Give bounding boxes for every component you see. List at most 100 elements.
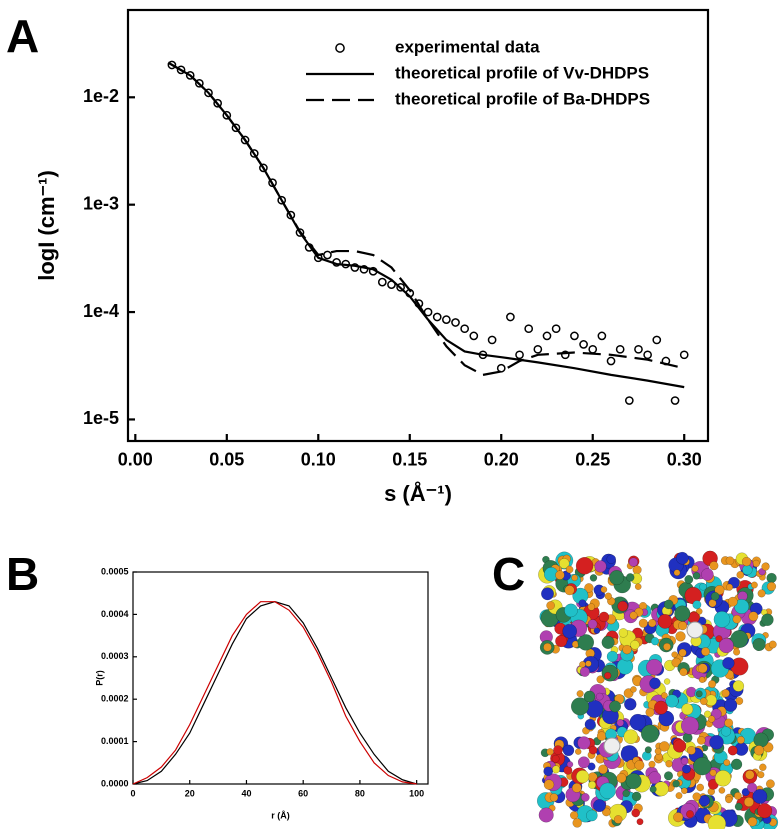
curve — [132, 601, 417, 785]
atom — [580, 793, 590, 802]
atom — [665, 760, 673, 768]
atom — [709, 769, 717, 777]
atom — [720, 726, 732, 737]
atom — [680, 716, 700, 735]
y-tick-label: 1e-4 — [83, 301, 119, 321]
data-point — [634, 344, 643, 354]
atom — [578, 599, 587, 608]
y-tick-label: 0.0005 — [101, 566, 129, 576]
atom — [752, 637, 766, 652]
atom — [682, 764, 691, 774]
data-point — [176, 65, 186, 75]
x-tick-label: 0.20 — [484, 450, 519, 470]
atom — [638, 618, 648, 628]
atom — [648, 618, 657, 628]
atom — [752, 788, 768, 804]
atom — [708, 680, 717, 689]
data-point — [277, 195, 287, 205]
data-point — [240, 135, 250, 145]
atom — [572, 818, 582, 828]
atom — [757, 771, 765, 779]
data-point — [515, 350, 524, 360]
atom — [593, 627, 601, 634]
atom — [584, 583, 594, 593]
atom — [724, 718, 734, 728]
atom — [699, 697, 708, 706]
atom — [686, 745, 696, 755]
atom — [565, 565, 574, 574]
atom — [551, 765, 561, 774]
x-axis-label: r (Å) — [271, 810, 290, 820]
atom — [566, 761, 574, 768]
y-tick-label: 1e-5 — [83, 408, 119, 428]
atom — [692, 600, 702, 610]
y-tick-label: 1e-2 — [83, 86, 119, 106]
y-tick-label: 0.0001 — [101, 736, 129, 746]
atom — [733, 648, 741, 656]
atom — [679, 667, 688, 677]
atom — [718, 787, 726, 794]
atom — [735, 697, 744, 705]
atom — [549, 793, 559, 802]
y-axis-label: logI (cm⁻¹) — [34, 170, 59, 281]
x-tick-label: 0.30 — [667, 450, 702, 470]
panel-label: B — [6, 548, 39, 600]
atom — [748, 611, 759, 622]
data-point — [268, 178, 277, 188]
atom — [640, 724, 660, 743]
atom — [575, 557, 594, 575]
atom — [634, 583, 642, 591]
atom — [659, 741, 670, 752]
atom — [675, 631, 686, 642]
atom — [674, 605, 691, 622]
atom — [721, 689, 730, 698]
data-point — [551, 324, 561, 334]
atom — [654, 747, 662, 755]
atom — [604, 671, 612, 680]
atom — [734, 598, 750, 615]
atom — [585, 809, 598, 822]
data-point — [286, 210, 296, 220]
atom — [629, 611, 638, 620]
atom — [742, 564, 753, 576]
atom — [555, 570, 565, 580]
atom — [759, 763, 767, 772]
atom — [603, 737, 621, 755]
data-point — [652, 335, 662, 345]
atom — [671, 651, 678, 658]
data-point — [670, 396, 680, 405]
atom — [747, 782, 758, 793]
y-tick-label: 0.0000 — [101, 778, 129, 788]
atom — [701, 647, 710, 657]
data-point — [588, 344, 598, 354]
panel-label: A — [6, 10, 39, 62]
data-point — [679, 350, 689, 360]
legend-label: experimental data — [395, 37, 540, 56]
atom — [673, 569, 681, 577]
atom — [634, 760, 645, 771]
atom — [569, 811, 579, 820]
x-tick-label: 0.00 — [118, 450, 153, 470]
atom — [574, 748, 582, 755]
atom — [723, 698, 738, 712]
atom — [723, 759, 731, 767]
x-tick-label: 60 — [298, 788, 308, 798]
atom — [714, 770, 732, 787]
atom — [649, 677, 661, 690]
y-tick-label: 0.0002 — [101, 694, 129, 704]
atom — [588, 780, 597, 789]
atom — [757, 803, 773, 819]
data-point — [222, 110, 232, 120]
atom — [636, 818, 644, 826]
data-point — [451, 318, 460, 327]
data-point — [542, 331, 552, 341]
atom — [562, 744, 575, 757]
atom — [681, 703, 694, 716]
atom — [725, 795, 733, 804]
atom — [646, 658, 663, 676]
atom — [675, 551, 689, 565]
atom — [709, 561, 719, 571]
data-point — [643, 350, 652, 360]
atom — [709, 735, 724, 750]
data-point — [167, 60, 177, 70]
